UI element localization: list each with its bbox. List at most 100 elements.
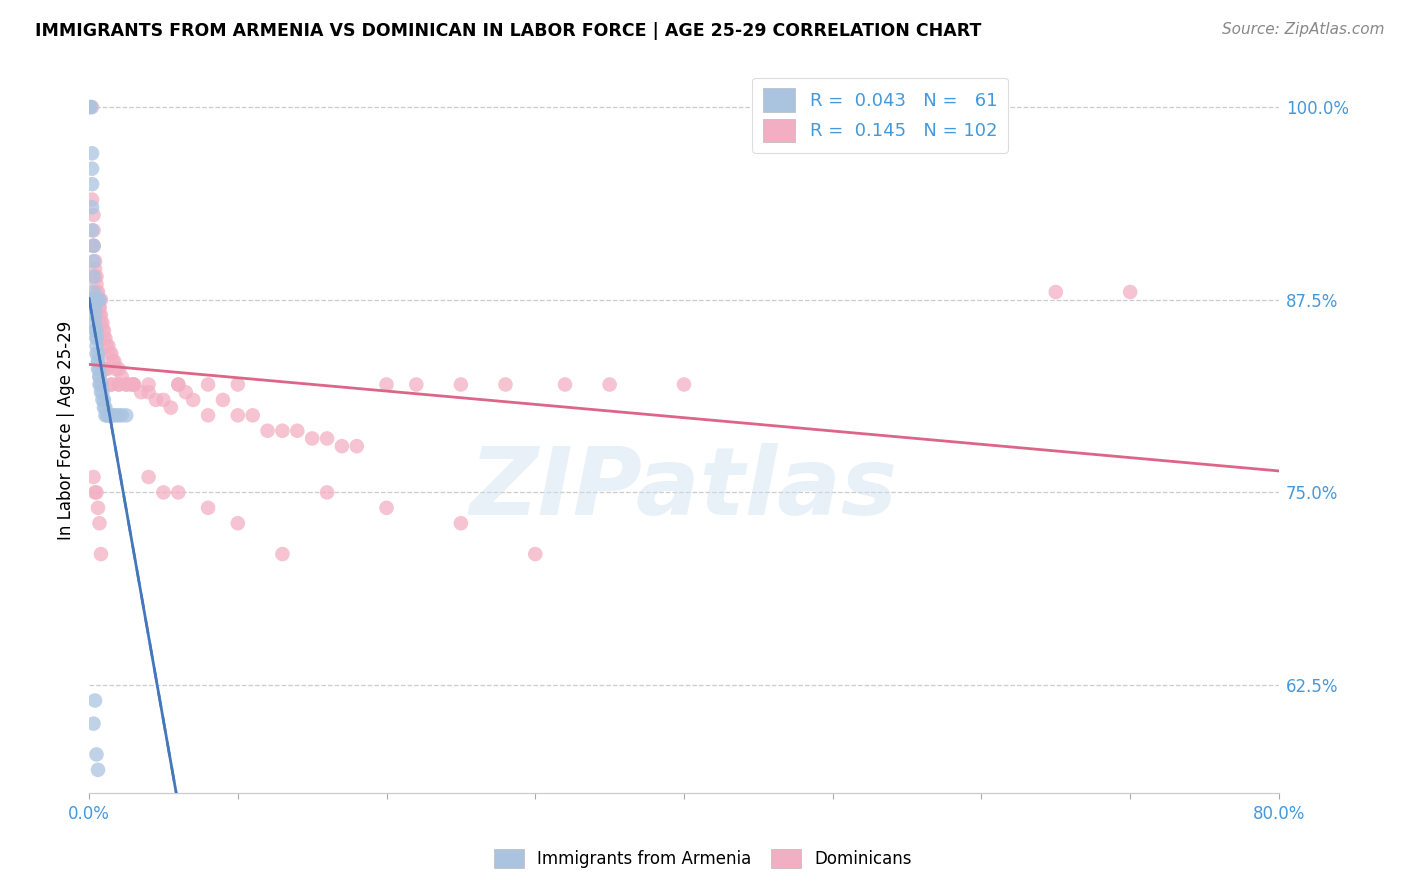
- Text: Source: ZipAtlas.com: Source: ZipAtlas.com: [1222, 22, 1385, 37]
- Point: [91, 324, 114, 338]
- Point: [152, 485, 174, 500]
- Point: [316, 432, 339, 446]
- Point: [330, 439, 353, 453]
- Point: [83, 470, 105, 484]
- Point: [108, 362, 131, 376]
- Point: [181, 392, 204, 407]
- Point: [93, 331, 115, 345]
- Point: [83, 254, 105, 268]
- Point: [100, 347, 122, 361]
- Point: [271, 547, 294, 561]
- Point: [90, 377, 112, 392]
- Point: [83, 208, 105, 222]
- Point: [84, 485, 107, 500]
- Point: [84, 301, 107, 315]
- Point: [97, 409, 120, 423]
- Point: [138, 377, 160, 392]
- Point: [86, 293, 108, 307]
- Point: [89, 293, 111, 307]
- Point: [80, 100, 103, 114]
- Text: ZIPatlas: ZIPatlas: [470, 442, 898, 534]
- Point: [450, 377, 472, 392]
- Point: [87, 354, 110, 368]
- Point: [98, 347, 121, 361]
- Point: [86, 339, 108, 353]
- Point: [84, 293, 107, 307]
- Point: [138, 385, 160, 400]
- Point: [79, 100, 101, 114]
- Point: [197, 500, 219, 515]
- Point: [84, 308, 107, 322]
- Point: [271, 424, 294, 438]
- Point: [174, 385, 197, 400]
- Point: [167, 377, 190, 392]
- Point: [87, 293, 110, 307]
- Point: [87, 362, 110, 376]
- Point: [86, 347, 108, 361]
- Point: [96, 409, 118, 423]
- Point: [90, 308, 112, 322]
- Point: [101, 354, 124, 368]
- Point: [93, 362, 115, 376]
- Point: [226, 516, 249, 531]
- Point: [90, 293, 112, 307]
- Point: [91, 385, 114, 400]
- Legend: Immigrants from Armenia, Dominicans: Immigrants from Armenia, Dominicans: [486, 842, 920, 875]
- Point: [91, 392, 114, 407]
- Point: [346, 439, 368, 453]
- Point: [89, 301, 111, 315]
- Point: [87, 293, 110, 307]
- Point: [86, 485, 108, 500]
- Point: [101, 409, 124, 423]
- Point: [89, 516, 111, 531]
- Point: [120, 377, 142, 392]
- Point: [160, 401, 183, 415]
- Point: [226, 409, 249, 423]
- Point: [80, 146, 103, 161]
- Point: [122, 377, 145, 392]
- Point: [100, 409, 122, 423]
- Point: [87, 763, 110, 777]
- Point: [145, 392, 167, 407]
- Point: [450, 516, 472, 531]
- Point: [197, 377, 219, 392]
- Point: [83, 239, 105, 253]
- Point: [285, 424, 308, 438]
- Point: [84, 269, 107, 284]
- Point: [86, 324, 108, 338]
- Point: [83, 239, 105, 253]
- Point: [90, 377, 112, 392]
- Point: [87, 293, 110, 307]
- Point: [98, 409, 121, 423]
- Point: [111, 369, 134, 384]
- Point: [89, 369, 111, 384]
- Point: [84, 293, 107, 307]
- Point: [90, 385, 112, 400]
- Point: [104, 362, 127, 376]
- Point: [86, 269, 108, 284]
- Point: [672, 377, 695, 392]
- Text: IMMIGRANTS FROM ARMENIA VS DOMINICAN IN LABOR FORCE | AGE 25-29 CORRELATION CHAR: IMMIGRANTS FROM ARMENIA VS DOMINICAN IN …: [35, 22, 981, 40]
- Point: [103, 354, 125, 368]
- Point: [111, 409, 134, 423]
- Point: [91, 316, 114, 330]
- Point: [212, 392, 235, 407]
- Point: [93, 324, 115, 338]
- Point: [80, 177, 103, 191]
- Point: [524, 547, 547, 561]
- Point: [89, 308, 111, 322]
- Point: [115, 377, 138, 392]
- Point: [84, 261, 107, 276]
- Point: [316, 485, 339, 500]
- Point: [89, 377, 111, 392]
- Point: [89, 293, 111, 307]
- Point: [100, 377, 122, 392]
- Point: [93, 362, 115, 376]
- Point: [122, 377, 145, 392]
- Point: [93, 401, 115, 415]
- Point: [89, 301, 111, 315]
- Point: [80, 200, 103, 214]
- Point: [79, 293, 101, 307]
- Point: [1119, 285, 1142, 299]
- Point: [83, 293, 105, 307]
